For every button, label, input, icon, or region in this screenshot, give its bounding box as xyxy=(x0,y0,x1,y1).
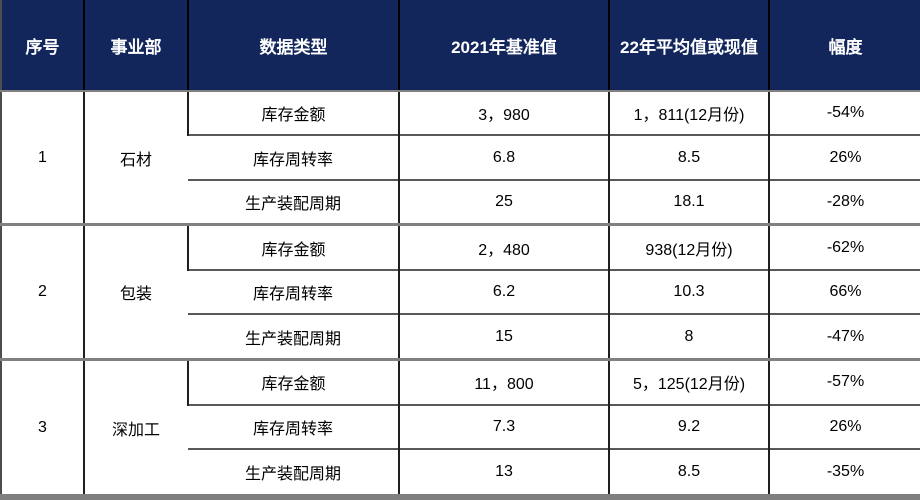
cell-data-type: 库存金额 xyxy=(187,91,399,136)
cell-division: 深加工 xyxy=(83,358,188,497)
cell-current: 10.3 xyxy=(608,269,769,315)
cell-change: -62% xyxy=(768,223,920,271)
table-header: 序号 事业部 数据类型 2021年基准值 22年平均值或现值 幅度 xyxy=(1,0,920,92)
cell-current: 18.1 xyxy=(608,178,769,225)
table-row: 2 包装 库存金额 2，480 938(12月份) -62% xyxy=(1,223,920,360)
table-row: 库存周转率 6.8 8.5 26% xyxy=(1,134,920,180)
table-row: 库存周转率 7.3 9.2 26% xyxy=(1,403,920,450)
cell-baseline: 25 xyxy=(398,178,609,225)
cell-data-type: 生产装配周期 xyxy=(188,448,399,497)
table-body: 1 石材 库存金额 3，980 1，811(12月份) -54% 库存周转率 6.8 8.5 26… xyxy=(1,91,920,497)
col-header-serial: 序号 xyxy=(1,0,84,92)
cell-change: -54% xyxy=(768,91,920,136)
table-row: 生产装配周期 25 18.1 -28% xyxy=(1,178,920,225)
col-header-current: 22年平均值或现值 xyxy=(608,0,769,92)
cell-baseline: 7.3 xyxy=(398,403,609,450)
cell-data-type: 库存周转率 xyxy=(188,403,399,450)
cell-change: -47% xyxy=(768,313,920,360)
cell-current: 938(12月份) xyxy=(608,223,769,271)
table-row: 1 石材 库存金额 3，980 1，811(12月份) -54% xyxy=(1,91,920,225)
cell-division: 包装 xyxy=(83,223,188,360)
cell-serial: 3 xyxy=(1,358,84,497)
cell-change: 26% xyxy=(768,134,920,180)
cell-serial: 2 xyxy=(1,223,84,360)
cell-change: 26% xyxy=(768,403,920,450)
cell-data-type: 库存金额 xyxy=(187,358,399,405)
cell-division: 石材 xyxy=(83,91,188,225)
cell-baseline: 3，980 xyxy=(398,91,609,136)
cell-baseline: 11，800 xyxy=(398,358,609,405)
col-header-change: 幅度 xyxy=(768,0,920,92)
cell-data-type: 生产装配周期 xyxy=(188,313,399,360)
cell-change: 66% xyxy=(768,269,920,315)
cell-data-type: 库存周转率 xyxy=(188,134,399,180)
table-row: 库存周转率 6.2 10.3 66% xyxy=(1,269,920,315)
cell-current: 8.5 xyxy=(608,134,769,180)
table-row: 生产装配周期 15 8 -47% xyxy=(1,313,920,360)
cell-baseline: 6.2 xyxy=(398,269,609,315)
cell-data-type: 库存金额 xyxy=(187,223,399,271)
cell-baseline: 15 xyxy=(398,313,609,360)
col-header-data-type: 数据类型 xyxy=(187,0,399,92)
cell-serial: 1 xyxy=(1,91,84,225)
table-row: 生产装配周期 13 8.5 -35% xyxy=(1,448,920,497)
cell-baseline: 6.8 xyxy=(398,134,609,180)
header-row: 序号 事业部 数据类型 2021年基准值 22年平均值或现值 幅度 xyxy=(1,0,920,92)
cell-baseline: 2，480 xyxy=(398,223,609,271)
cell-change: -28% xyxy=(768,178,920,225)
cell-change: -35% xyxy=(768,448,920,497)
col-header-baseline: 2021年基准值 xyxy=(398,0,609,92)
cell-current: 9.2 xyxy=(608,403,769,450)
cell-current: 8.5 xyxy=(608,448,769,497)
cell-change: -57% xyxy=(768,358,920,405)
col-header-division: 事业部 xyxy=(83,0,188,92)
cell-current: 1，811(12月份) xyxy=(608,91,769,136)
cell-baseline: 13 xyxy=(398,448,609,497)
cell-current: 8 xyxy=(608,313,769,360)
table-row: 3 深加工 库存金额 11，800 5，125(12月份) -57% xyxy=(1,358,920,497)
cell-data-type: 生产装配周期 xyxy=(188,178,399,225)
cell-current: 5，125(12月份) xyxy=(608,358,769,405)
cell-data-type: 库存周转率 xyxy=(188,269,399,315)
